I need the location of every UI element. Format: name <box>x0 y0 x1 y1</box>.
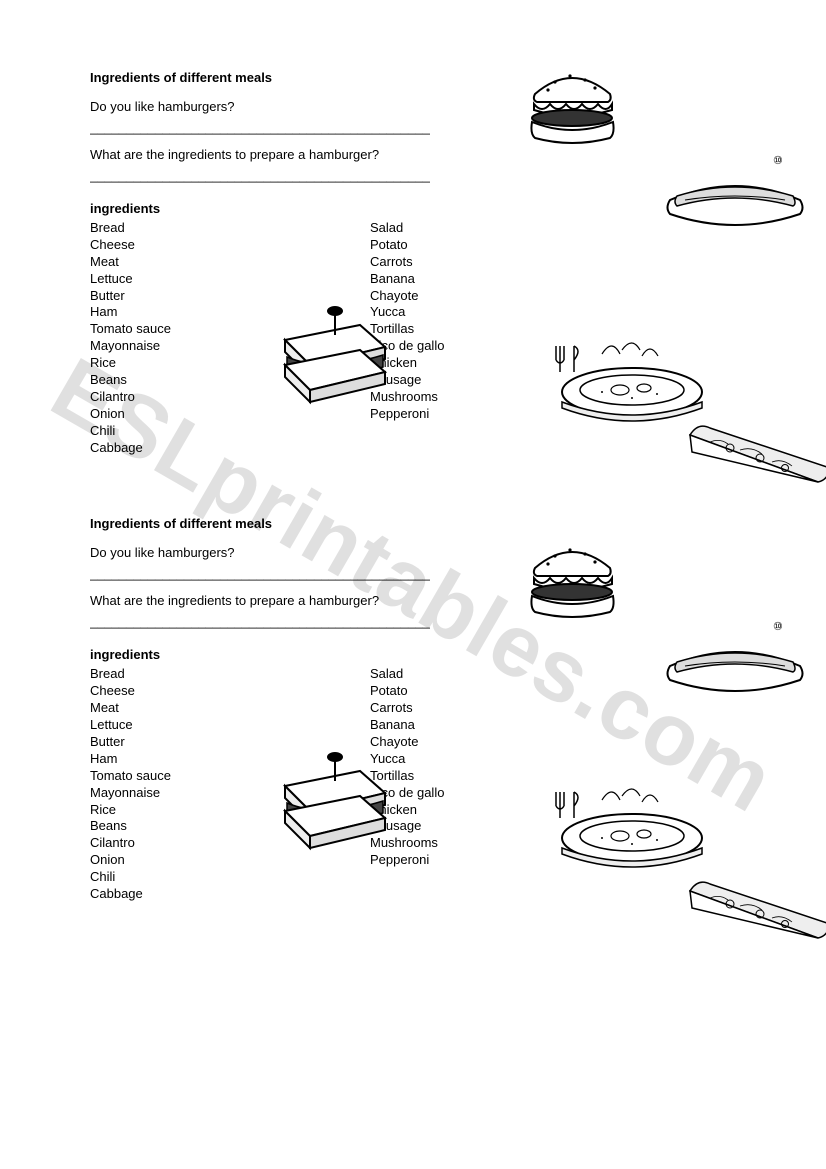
ingredient-item: Onion <box>90 852 370 869</box>
ingredient-item: Chayote <box>370 288 570 305</box>
svg-text:⑩: ⑩ <box>773 155 783 167</box>
ingredient-item: Cilantro <box>90 835 370 852</box>
ingredient-item: Pepperoni <box>370 852 570 869</box>
ingredient-item: Sausage <box>370 818 570 835</box>
ingredient-item: Chili <box>90 869 370 886</box>
ingredient-item: Mushrooms <box>370 389 570 406</box>
answer-line-2[interactable]: ________________________________________… <box>90 168 470 183</box>
ingredient-item: Beans <box>90 818 370 835</box>
ingredient-item: Pico de gallo <box>370 338 570 355</box>
ingredient-item: Rice <box>90 802 370 819</box>
ingredients-heading: ingredients <box>90 201 756 216</box>
ingredient-item: Tortillas <box>370 321 570 338</box>
ingredient-item: Lettuce <box>90 717 370 734</box>
ingredients-col-2: Salad Potato Carrots Banana Chayote Yucc… <box>370 220 570 456</box>
ingredient-item: Mayonnaise <box>90 338 370 355</box>
ingredient-item: Salad <box>370 220 570 237</box>
ingredient-item: Chicken <box>370 802 570 819</box>
ingredient-item: Mayonnaise <box>90 785 370 802</box>
ingredient-item: Cheese <box>90 683 370 700</box>
section-title: Ingredients of different meals <box>90 516 756 531</box>
ingredient-item: Yucca <box>370 304 570 321</box>
ingredient-item: Yucca <box>370 751 570 768</box>
ingredient-item: Chicken <box>370 355 570 372</box>
ingredient-item: Cabbage <box>90 886 370 903</box>
ingredient-item: Bread <box>90 666 370 683</box>
ingredient-item: Pepperoni <box>370 406 570 423</box>
ingredient-item: Carrots <box>370 254 570 271</box>
section-title: Ingredients of different meals <box>90 70 756 85</box>
ingredient-item: Lettuce <box>90 271 370 288</box>
ingredient-item: Cheese <box>90 237 370 254</box>
ingredient-item: Tomato sauce <box>90 768 370 785</box>
ingredient-item: Sausage <box>370 372 570 389</box>
ingredient-item: Butter <box>90 288 370 305</box>
answer-line-1[interactable]: ________________________________________… <box>90 120 470 135</box>
svg-text:⑩: ⑩ <box>773 621 783 633</box>
ingredient-item: Chayote <box>370 734 570 751</box>
ingredient-item: Ham <box>90 751 370 768</box>
ingredient-item: Banana <box>370 271 570 288</box>
question-1: Do you like hamburgers? <box>90 99 756 114</box>
ingredient-item: Butter <box>90 734 370 751</box>
ingredient-item: Tomato sauce <box>90 321 370 338</box>
question-2: What are the ingredients to prepare a ha… <box>90 147 756 162</box>
ingredient-item: Bread <box>90 220 370 237</box>
ingredient-item: Meat <box>90 700 370 717</box>
ingredient-item: Meat <box>90 254 370 271</box>
ingredient-item: Banana <box>370 717 570 734</box>
ingredient-item: Pico de gallo <box>370 785 570 802</box>
ingredient-item: Potato <box>370 237 570 254</box>
ingredient-item: Tortillas <box>370 768 570 785</box>
ingredient-item: Ham <box>90 304 370 321</box>
ingredient-item: Mushrooms <box>370 835 570 852</box>
ingredients-col-1: Bread Cheese Meat Lettuce Butter Ham Tom… <box>90 666 370 902</box>
